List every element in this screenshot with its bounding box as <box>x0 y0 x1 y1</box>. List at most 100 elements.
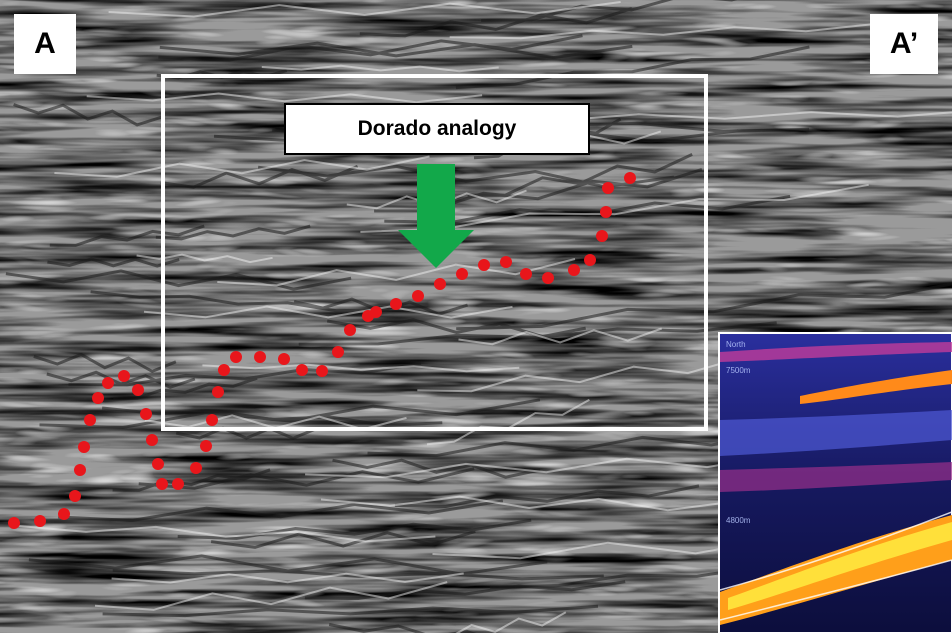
reflector-stroke <box>394 484 700 509</box>
horizon-dot <box>520 268 532 280</box>
reflector-stroke <box>159 41 633 60</box>
horizon-dot <box>102 377 114 389</box>
horizon-dot <box>478 259 490 271</box>
reflector-stroke <box>210 529 476 549</box>
reflector-stroke <box>455 45 810 90</box>
reflector-stroke <box>143 305 513 319</box>
reflector-stroke <box>417 356 743 393</box>
reflector-stroke <box>33 352 177 374</box>
reflector-stroke <box>332 458 541 479</box>
horizon-dot <box>118 370 130 382</box>
horizon-dot <box>69 490 81 502</box>
inset-band-magenta-top <box>720 342 952 362</box>
reflector-stroke <box>367 430 781 458</box>
horizon-dot <box>500 256 512 268</box>
horizon-dot <box>332 346 344 358</box>
horizon-dot <box>58 508 70 520</box>
inset-white-horizon-2 <box>719 511 952 591</box>
section-start-label: A <box>14 14 76 74</box>
reflector-stroke <box>13 103 163 127</box>
reflector-stroke <box>304 580 626 601</box>
horizon-dot <box>74 464 86 476</box>
horizon-dot <box>600 206 612 218</box>
dorado-analogy-frame <box>161 74 708 431</box>
inset-title: North <box>726 340 746 349</box>
reflector-stroke <box>455 611 567 633</box>
inset-band-orange-top <box>800 370 952 404</box>
reflector-stroke <box>39 398 541 430</box>
reflector-stroke <box>102 604 599 618</box>
horizon-dot <box>206 414 218 426</box>
horizon-dot <box>84 414 96 426</box>
horizon-dot <box>152 458 164 470</box>
reflector-stroke <box>160 164 359 189</box>
reflector-stroke <box>47 257 180 268</box>
reflector-stroke <box>112 468 271 492</box>
horizon-dot <box>602 182 614 194</box>
reflector-stroke <box>298 321 777 346</box>
inset-band-yellow-core <box>728 522 952 610</box>
inset-band-purple <box>720 462 952 492</box>
reflector-stroke <box>456 282 952 331</box>
reflector-stroke <box>111 572 464 584</box>
reflector-stroke <box>261 64 499 73</box>
inset-band-blue <box>720 410 952 456</box>
reflector-stroke <box>68 362 422 387</box>
horizon-dot <box>370 306 382 318</box>
horizon-dot <box>218 364 230 376</box>
inset-depth-top: 7500m <box>726 366 751 375</box>
reflector-stroke <box>217 258 576 287</box>
horizon-dot <box>624 172 636 184</box>
horizon-dot <box>140 408 152 420</box>
reflector-stroke <box>328 623 477 633</box>
reflector-stroke <box>158 34 583 62</box>
reflector-stroke <box>5 269 352 291</box>
reflector-stroke <box>155 224 311 241</box>
reflector-stroke <box>177 518 532 540</box>
horizon-dot <box>584 254 596 266</box>
horizon-dot <box>146 434 158 446</box>
inset-white-horizon-1 <box>719 559 952 621</box>
horizon-dot <box>190 462 202 474</box>
reflector-stroke <box>54 155 430 178</box>
dorado-analogy-callout: Dorado analogy <box>284 103 590 155</box>
horizon-dot <box>568 264 580 276</box>
horizon-dot <box>316 365 328 377</box>
reflector-stroke <box>58 499 504 522</box>
reflector-stroke <box>359 7 633 38</box>
section-end-label: A’ <box>870 14 938 74</box>
horizon-dot <box>34 515 46 527</box>
reflector-stroke <box>113 376 258 401</box>
horizon-dot <box>434 278 446 290</box>
reflector-stroke <box>320 495 738 512</box>
interpreted-horizon-dotted-line <box>8 172 636 529</box>
inset-depth-mid: 4800m <box>726 516 751 525</box>
reflector-stroke <box>86 92 483 104</box>
horizon-dot <box>296 364 308 376</box>
reflector-stroke <box>449 22 878 40</box>
horizon-dot <box>542 272 554 284</box>
horizon-dot <box>132 384 144 396</box>
reflector-stroke <box>305 452 788 479</box>
horizon-dot <box>212 386 224 398</box>
horizon-dot <box>344 324 356 336</box>
horizon-dot <box>412 290 424 302</box>
reflector-stroke <box>16 524 436 543</box>
horizon-dot <box>254 351 266 363</box>
horizon-dot <box>78 441 90 453</box>
reflector-stroke <box>458 327 663 346</box>
reflector-stroke <box>90 290 386 313</box>
horizon-dot <box>596 230 608 242</box>
reflector-stroke <box>202 363 520 373</box>
inset-velocity-section <box>718 332 952 633</box>
horizon-dot <box>456 268 468 280</box>
seismic-reflector-highlights <box>16 1 952 633</box>
horizon-dot <box>390 298 402 310</box>
horizon-dot <box>172 478 184 490</box>
horizon-dot <box>200 440 212 452</box>
reflector-stroke <box>49 224 205 247</box>
reflector-stroke <box>136 253 273 264</box>
reflector-stroke <box>175 426 318 440</box>
horizon-dot <box>278 353 290 365</box>
